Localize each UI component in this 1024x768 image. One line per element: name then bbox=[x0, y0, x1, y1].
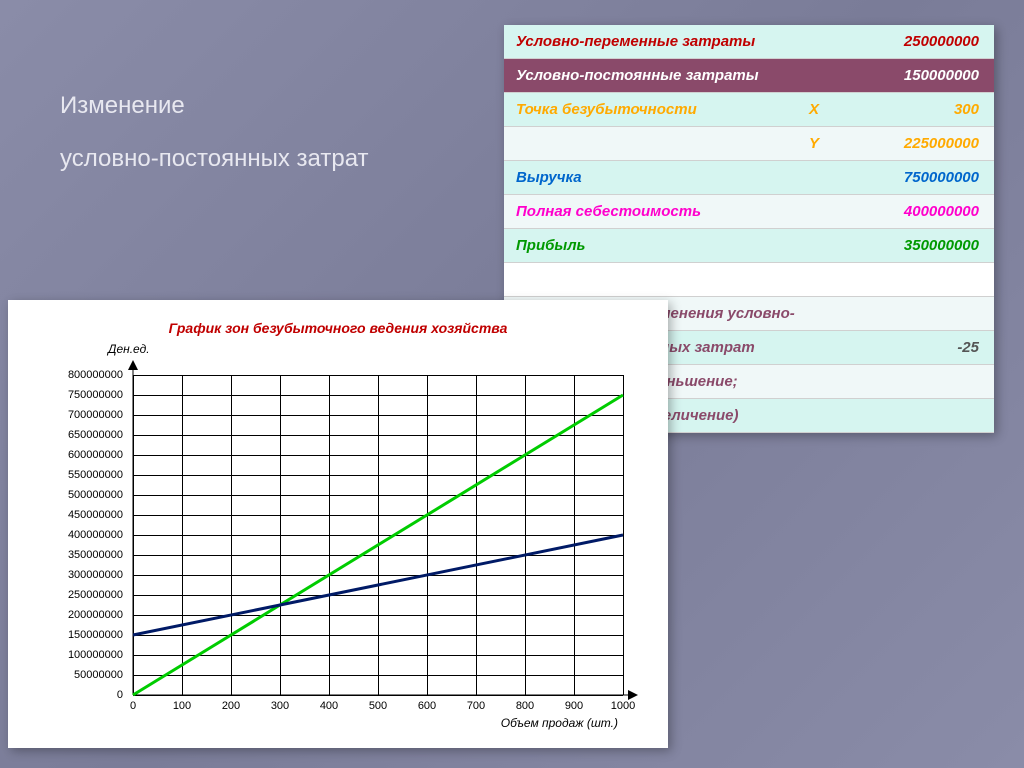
y-tick-label: 550000000 bbox=[23, 469, 123, 481]
y-tick-label: 700000000 bbox=[23, 409, 123, 421]
x-tick-label: 0 bbox=[113, 700, 153, 712]
table-row: Условно-переменные затраты250000000 bbox=[504, 25, 994, 59]
x-tick-label: 900 bbox=[554, 700, 594, 712]
breakeven-chart: График зон безубыточного ведения хозяйст… bbox=[8, 300, 668, 748]
table-cell-label: Точка безубыточности bbox=[504, 101, 784, 118]
table-cell-value: -25 bbox=[844, 339, 994, 356]
x-tick-label: 600 bbox=[407, 700, 447, 712]
y-tick-label: 300000000 bbox=[23, 569, 123, 581]
y-tick-label: 500000000 bbox=[23, 489, 123, 501]
y-tick-label: 650000000 bbox=[23, 429, 123, 441]
heading-line2: условно-постоянных затрат bbox=[60, 133, 369, 186]
x-tick-label: 100 bbox=[162, 700, 202, 712]
grid-line-vertical bbox=[623, 375, 624, 695]
table-cell-mid: X bbox=[784, 101, 844, 118]
y-tick-label: 200000000 bbox=[23, 609, 123, 621]
table-row: Прибыль350000000 bbox=[504, 229, 994, 263]
y-tick-label: 400000000 bbox=[23, 529, 123, 541]
table-cell-value: 150000000 bbox=[844, 67, 994, 84]
table-row: Полная себестоимость400000000 bbox=[504, 195, 994, 229]
x-tick-label: 700 bbox=[456, 700, 496, 712]
x-tick-label: 500 bbox=[358, 700, 398, 712]
y-tick-label: 50000000 bbox=[23, 669, 123, 681]
x-tick-label: 200 bbox=[211, 700, 251, 712]
x-tick-label: 400 bbox=[309, 700, 349, 712]
table-cell-value: 400000000 bbox=[844, 203, 994, 220]
y-tick-label: 0 bbox=[23, 689, 123, 701]
x-tick-label: 1000 bbox=[603, 700, 643, 712]
plot-area: 0500000001000000001500000002000000002500… bbox=[133, 375, 623, 695]
x-tick-label: 300 bbox=[260, 700, 300, 712]
y-tick-label: 250000000 bbox=[23, 589, 123, 601]
table-row bbox=[504, 263, 994, 297]
y-axis-label: Ден.ед. bbox=[108, 342, 150, 356]
table-cell-value: 225000000 bbox=[844, 135, 994, 152]
table-cell-label: Полная себестоимость bbox=[504, 203, 844, 220]
slide-heading: Изменение условно-постоянных затрат bbox=[60, 80, 369, 186]
table-row: Y225000000 bbox=[504, 127, 994, 161]
y-tick-label: 150000000 bbox=[23, 629, 123, 641]
y-tick-label: 600000000 bbox=[23, 449, 123, 461]
y-tick-label: 800000000 bbox=[23, 369, 123, 381]
table-cell-value: 350000000 bbox=[844, 237, 994, 254]
table-row: Точка безубыточностиX300 bbox=[504, 93, 994, 127]
table-cell-mid: Y bbox=[784, 135, 844, 152]
table-cell-label: Условно-переменные затраты bbox=[504, 33, 844, 50]
y-tick-label: 100000000 bbox=[23, 649, 123, 661]
chart-lines bbox=[133, 375, 623, 695]
y-tick-label: 750000000 bbox=[23, 389, 123, 401]
y-tick-label: 450000000 bbox=[23, 509, 123, 521]
heading-line1: Изменение bbox=[60, 80, 369, 133]
table-row: Выручка750000000 bbox=[504, 161, 994, 195]
table-cell-label: Выручка bbox=[504, 169, 844, 186]
table-cell-label: Условно-постоянные затраты bbox=[504, 67, 844, 84]
y-tick-label: 350000000 bbox=[23, 549, 123, 561]
x-axis-label: Объем продаж (шт.) bbox=[501, 716, 618, 730]
table-row: Условно-постоянные затраты150000000 bbox=[504, 59, 994, 93]
table-cell-value: 750000000 bbox=[844, 169, 994, 186]
series-total_cost bbox=[133, 535, 623, 635]
chart-title: График зон безубыточного ведения хозяйст… bbox=[8, 300, 668, 341]
table-cell-value: 250000000 bbox=[844, 33, 994, 50]
series-revenue bbox=[133, 395, 623, 695]
table-cell-value: 300 bbox=[844, 101, 994, 118]
x-tick-label: 800 bbox=[505, 700, 545, 712]
table-cell-label: Прибыль bbox=[504, 237, 844, 254]
